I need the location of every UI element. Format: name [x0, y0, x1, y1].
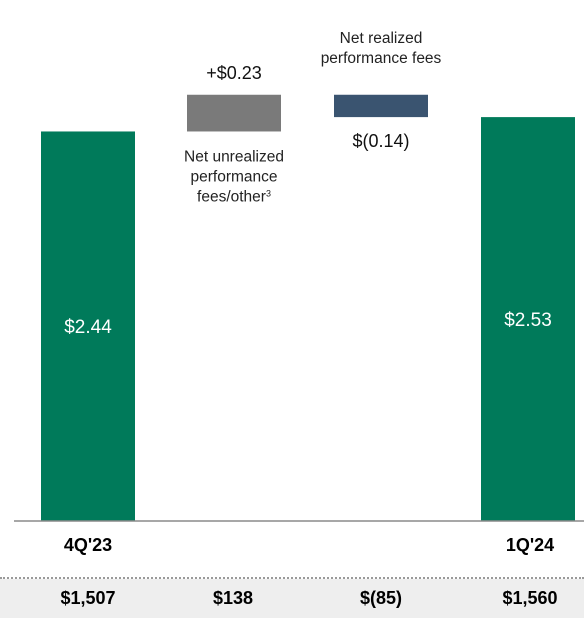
- bar-value-label-3: $2.53: [504, 310, 552, 331]
- bar-3: [481, 117, 575, 521]
- bar-1: [187, 94, 281, 132]
- delta-label-2: $(0.14): [352, 131, 409, 151]
- annotation-line-2-1: performance fees: [321, 50, 442, 67]
- footer-value-unrealized: $138: [212, 588, 254, 608]
- annotation-line-1-1: performance: [190, 168, 277, 185]
- category-label-1q24: 1Q'24: [505, 535, 555, 555]
- footer-band: [0, 579, 584, 618]
- footer-value-4q23: $1,507: [60, 588, 116, 608]
- annotation-line-2-0: Net realized: [340, 30, 423, 47]
- footer-value-realized: $(85): [359, 588, 403, 608]
- category-label-4q23: 4Q'23: [63, 535, 113, 555]
- annotation-line-1-2: fees/other3: [197, 188, 271, 205]
- footer-separator: [0, 577, 584, 579]
- bar-value-label-0: $2.44: [64, 317, 112, 338]
- footer-value-1q24: $1,560: [502, 588, 558, 608]
- delta-label-1: +$0.23: [206, 63, 262, 83]
- bar-0: [41, 131, 135, 521]
- annotation-line-1-0: Net unrealized: [184, 148, 284, 165]
- bar-2: [334, 94, 428, 118]
